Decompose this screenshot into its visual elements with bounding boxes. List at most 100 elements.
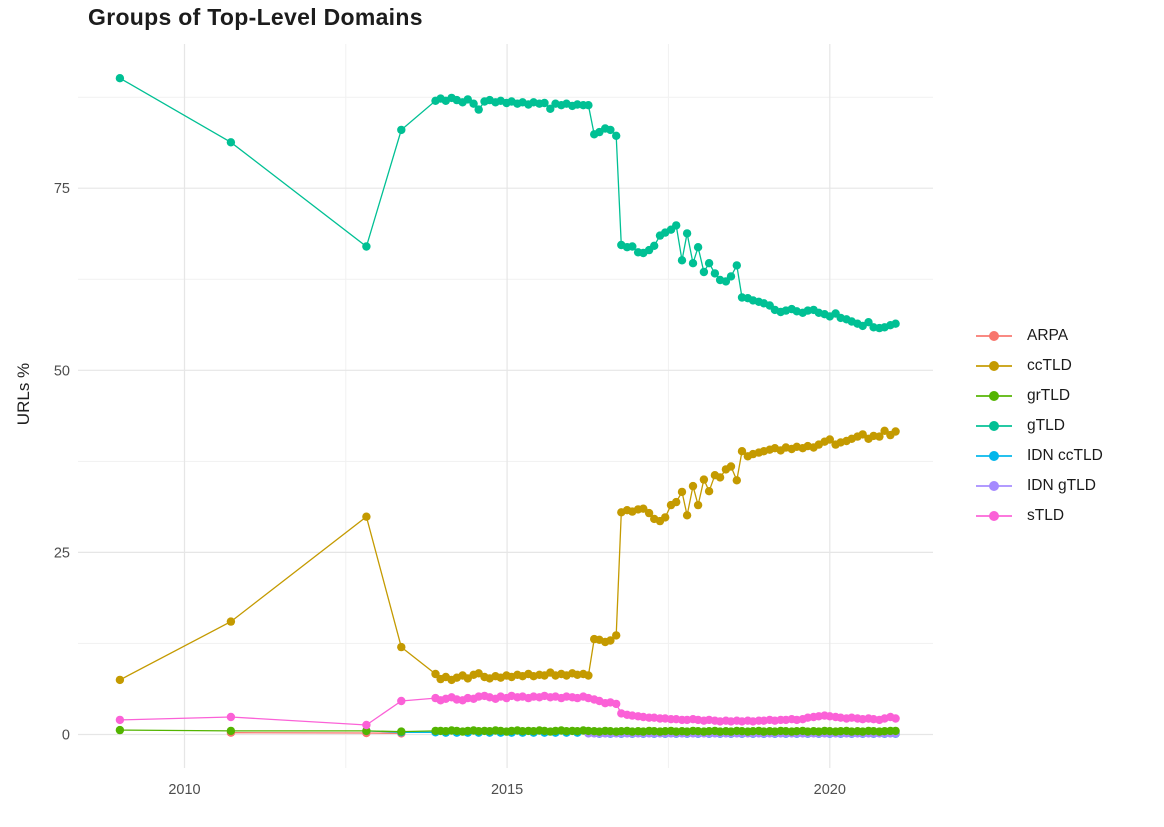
data-point-gtld — [606, 125, 615, 135]
legend-dot-icon — [989, 391, 999, 401]
legend-dot-icon — [989, 331, 999, 341]
legend-dot-icon — [989, 421, 999, 431]
data-point-cctld — [584, 671, 593, 680]
y-tick-label: 25 — [54, 545, 70, 561]
x-tick-label: 2015 — [491, 782, 523, 798]
data-point-cctld — [715, 473, 725, 482]
data-point-cctld — [397, 642, 406, 652]
data-point-gtld — [540, 98, 549, 108]
data-point-stld — [612, 699, 621, 709]
data-point-cctld — [825, 435, 834, 444]
legend-item-arpa: ARPA — [976, 321, 1103, 351]
data-point-cctld — [226, 617, 236, 626]
data-point-cctld — [639, 504, 648, 513]
data-point-gtld — [726, 272, 736, 281]
data-point-gtld — [732, 261, 741, 270]
legend-label: sTLD — [1027, 507, 1065, 524]
legend-item-idn-gtld: IDN gTLD — [976, 471, 1103, 501]
data-point-grtld — [115, 725, 125, 735]
data-point-gtld — [677, 256, 687, 265]
legend-key-grtld — [976, 386, 1012, 406]
data-point-cctld — [693, 500, 703, 510]
data-point-cctld — [875, 432, 884, 441]
data-point-cctld — [880, 426, 889, 435]
data-point-cctld — [682, 511, 692, 520]
legend-item-idn-cctld: IDN ccTLD — [976, 441, 1103, 471]
data-point-gtld — [463, 95, 472, 104]
legend-item-stld: sTLD — [976, 501, 1103, 531]
data-point-gtld — [682, 229, 692, 238]
data-point-cctld — [672, 497, 681, 507]
data-point-gtld — [362, 242, 371, 251]
data-point-gtld — [115, 74, 125, 83]
data-point-gtld — [612, 131, 621, 140]
data-point-stld — [891, 714, 900, 723]
data-point-gtld — [584, 101, 593, 110]
data-point-grtld — [362, 726, 371, 736]
legend-item-grtld: grTLD — [976, 381, 1103, 411]
data-point-gtld — [628, 242, 637, 251]
legend-key-cctld — [976, 356, 1012, 376]
data-point-cctld — [431, 669, 440, 679]
series-line-arpa — [230, 732, 402, 735]
legend-key-arpa — [976, 326, 1012, 346]
legend-key-idn-cctld — [976, 446, 1012, 466]
data-point-cctld — [677, 487, 687, 497]
data-point-gtld — [226, 138, 236, 147]
data-point-stld — [226, 712, 236, 722]
legend-key-gtld — [976, 416, 1012, 436]
legend-key-stld — [976, 506, 1012, 526]
legend-label: IDN gTLD — [1027, 477, 1096, 494]
legend-dot-icon — [989, 451, 999, 461]
data-point-cctld — [737, 447, 747, 456]
series-line-cctld — [119, 429, 896, 681]
data-point-gtld — [474, 105, 483, 114]
data-point-gtld — [693, 243, 703, 252]
data-point-cctld — [612, 631, 621, 640]
legend-label: gTLD — [1027, 417, 1065, 434]
legend-key-idn-gtld — [976, 476, 1012, 496]
chart-title: Groups of Top-Level Domains — [88, 4, 423, 30]
data-point-grtld — [792, 727, 801, 736]
data-point-stld — [362, 720, 371, 730]
legend-label: ARPA — [1027, 327, 1069, 344]
data-point-gtld — [397, 125, 406, 135]
legend-dot-icon — [989, 361, 999, 371]
data-point-grtld — [397, 727, 406, 736]
series-line-gtld — [119, 77, 896, 329]
data-point-cctld — [704, 487, 714, 496]
legend-item-cctld: ccTLD — [976, 351, 1103, 381]
data-point-cctld — [115, 675, 125, 685]
x-tick-label: 2010 — [168, 782, 200, 798]
data-point-grtld — [226, 726, 236, 736]
y-tick-label: 0 — [62, 728, 70, 744]
data-point-cctld — [661, 513, 670, 522]
legend-item-gtld: gTLD — [976, 411, 1103, 441]
data-point-cctld — [699, 475, 709, 484]
legend-label: grTLD — [1027, 387, 1071, 404]
data-point-stld — [115, 715, 125, 725]
data-point-gtld — [688, 259, 698, 268]
data-point-gtld — [699, 267, 709, 277]
data-point-gtld — [469, 99, 478, 108]
data-point-cctld — [891, 427, 900, 436]
y-tick-label: 50 — [54, 363, 70, 379]
legend-label: ccTLD — [1027, 357, 1072, 374]
legend: ARPA ccTLD grTLD gTLD IDN ccTLD IDN gTLD sTLD — [976, 321, 1103, 531]
data-point-grtld — [891, 726, 900, 736]
data-point-cctld — [362, 512, 371, 521]
data-point-gtld — [891, 319, 900, 328]
y-tick-label: 75 — [54, 181, 70, 197]
data-point-gtld — [546, 104, 555, 114]
x-tick-label: 2020 — [814, 782, 846, 798]
data-point-gtld — [672, 221, 681, 230]
data-point-gtld — [650, 241, 659, 250]
data-point-cctld — [688, 481, 698, 491]
data-point-gtld — [704, 259, 714, 268]
data-point-gtld — [710, 269, 720, 278]
data-point-cctld — [858, 430, 867, 439]
data-point-cctld — [606, 636, 615, 645]
data-point-cctld — [726, 462, 736, 471]
